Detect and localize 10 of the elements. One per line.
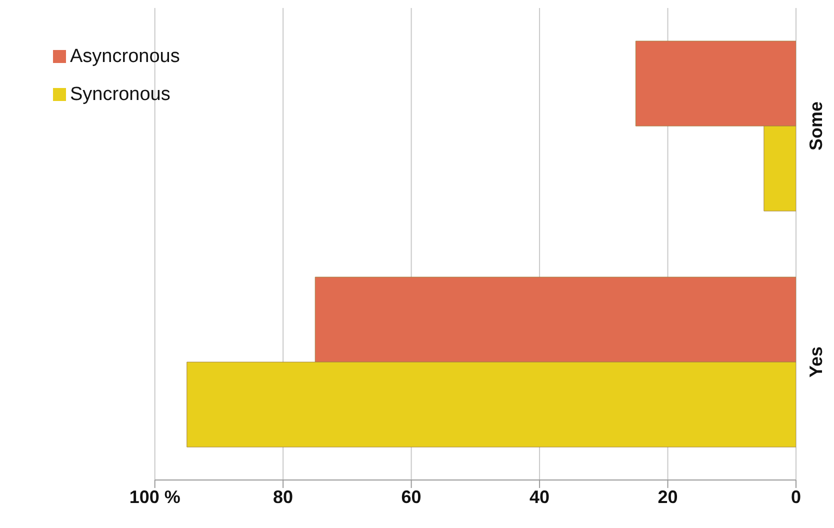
legend-label: Syncronous <box>70 84 170 105</box>
x-tick-label: 80 <box>273 486 294 507</box>
y-tick-label: Yes <box>806 346 826 378</box>
x-tick-label: 60 <box>401 486 422 507</box>
y-tick-label: Some <box>806 101 826 151</box>
x-tick-label: 20 <box>658 486 678 507</box>
x-tick-label: 0 <box>790 486 802 507</box>
x-tick-label: 100 % <box>129 486 180 507</box>
x-tick-label: 40 <box>530 486 550 507</box>
legend-label: Asyncronous <box>70 46 180 67</box>
